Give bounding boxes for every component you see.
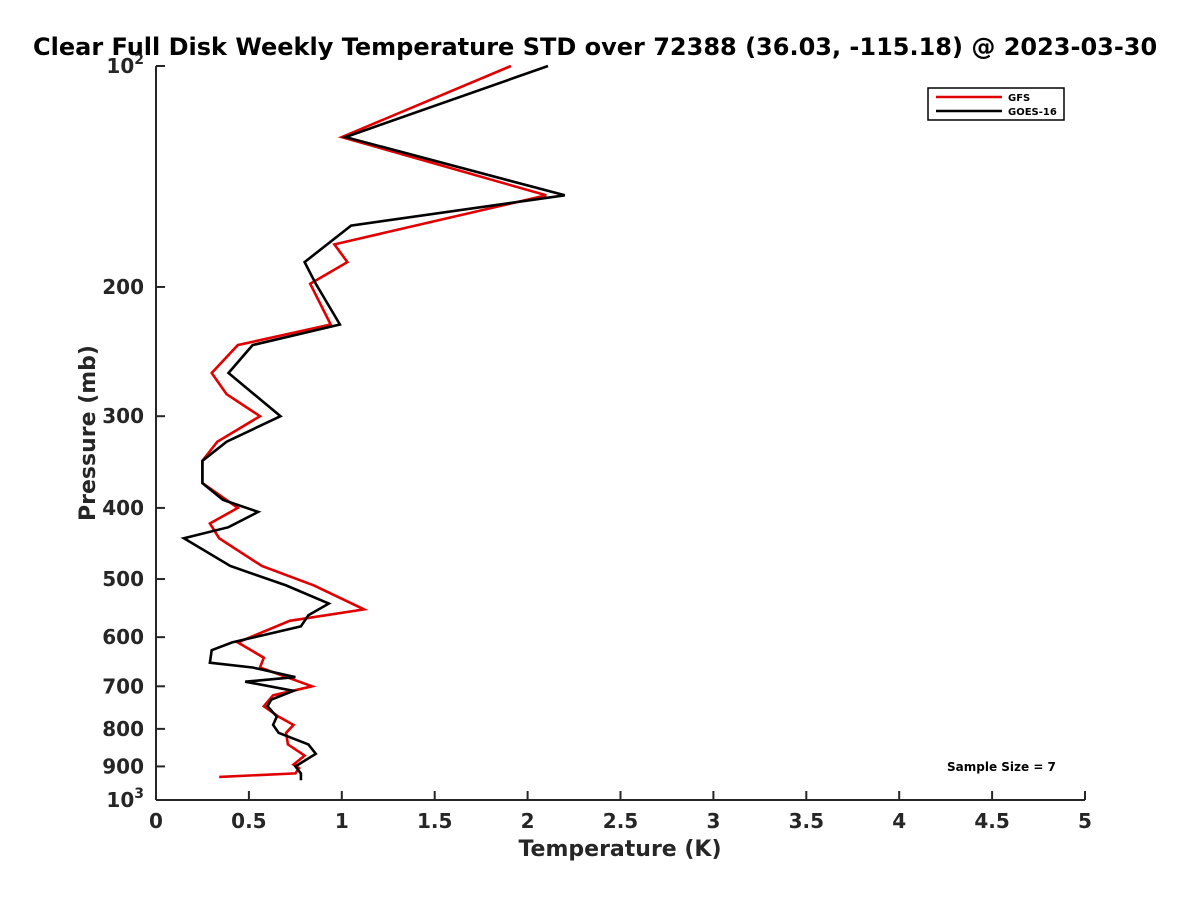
legend-label-gfs: GFS (1008, 93, 1030, 104)
x-axis-label: Temperature (K) (518, 837, 721, 862)
y-tick-label: 102 (106, 52, 144, 78)
plot-area: 0 0.5 1 1.5 2 2.5 3 3.5 4 4.5 5 102 200 300 400 500 600 7… (102, 52, 1092, 833)
legend: GFS GOES-16 (927, 87, 1065, 121)
y-tick-label: 103 (106, 786, 144, 812)
y-tick-label: 200 (102, 275, 144, 299)
x-tick-label: 2.5 (603, 809, 638, 833)
x-tick-label: 4.5 (974, 809, 1009, 833)
y-tick-label: 800 (102, 717, 144, 741)
y-tick-label: 500 (102, 567, 144, 591)
x-tick-label: 0 (149, 809, 163, 833)
y-tick-label: 700 (102, 674, 144, 698)
x-tick-label: 4 (892, 809, 906, 833)
y-tick-label: 300 (102, 404, 144, 428)
x-tick-label: 3 (706, 809, 720, 833)
chart-title: Clear Full Disk Weekly Temperature STD o… (33, 33, 1157, 61)
legend-box (927, 87, 1065, 121)
x-tick-label: 0.5 (231, 809, 266, 833)
legend-label-goes-16: GOES-16 (1008, 107, 1057, 118)
y-tick-label: 600 (102, 625, 144, 649)
x-tick-label: 1.5 (417, 809, 452, 833)
x-tick-label: 5 (1078, 809, 1092, 833)
sample-size-annotation: Sample Size = 7 (947, 760, 1056, 774)
y-tick-label: 400 (102, 496, 144, 520)
series-line-gfs (201, 64, 547, 779)
x-tick-label: 3.5 (789, 809, 824, 833)
series-line-goes-16 (180, 64, 566, 781)
y-axis-label: Pressure (mb) (76, 345, 101, 521)
y-tick-label: 900 (102, 754, 144, 778)
x-tick-label: 1 (335, 809, 349, 833)
x-tick-label: 2 (521, 809, 535, 833)
